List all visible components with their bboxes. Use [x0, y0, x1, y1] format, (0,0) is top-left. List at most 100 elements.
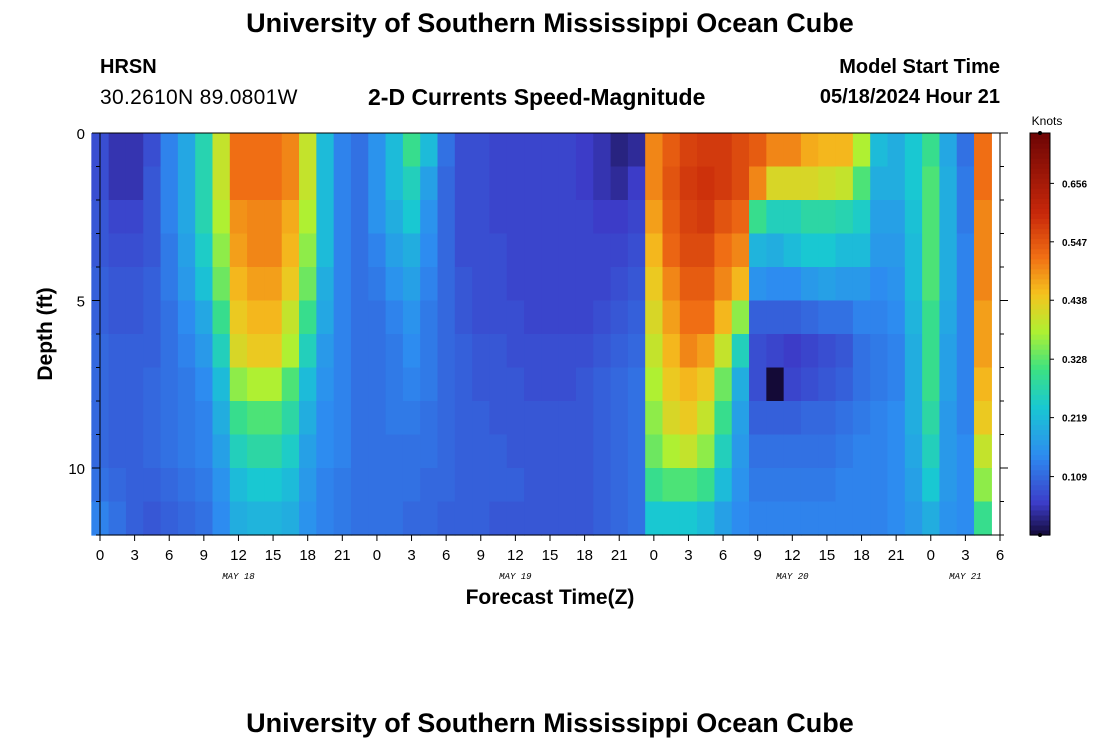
- heatmap-cell: [593, 401, 612, 436]
- x-tick-label: 9: [200, 547, 208, 564]
- heatmap-cell: [835, 401, 854, 436]
- heatmap-cell: [160, 233, 179, 268]
- colorbar-segment: [1030, 313, 1050, 320]
- x-date-label: MAY 18: [222, 572, 255, 582]
- heatmap-cell: [887, 300, 906, 335]
- heatmap-cell: [299, 401, 317, 436]
- heatmap-cell: [662, 300, 681, 335]
- heatmap-cell: [264, 434, 283, 469]
- heatmap-cell: [247, 300, 266, 335]
- heatmap-cell: [281, 200, 300, 235]
- heatmap-cell: [108, 468, 127, 503]
- colorbar-segment: [1030, 454, 1050, 461]
- heatmap-cell: [177, 200, 196, 235]
- heatmap-cell: [195, 367, 214, 402]
- heatmap-cell: [679, 434, 698, 469]
- heatmap-cell: [125, 367, 144, 402]
- heatmap-cell: [904, 200, 923, 235]
- heatmap-cell: [870, 267, 889, 302]
- colorbar-segment: [1030, 258, 1050, 265]
- heatmap-cell: [437, 367, 456, 402]
- heatmap-cell: [143, 233, 162, 268]
- heatmap-cell: [489, 401, 508, 436]
- heatmap-cell: [350, 468, 369, 503]
- heatmap-cell: [264, 233, 283, 268]
- heatmap-cell: [904, 501, 923, 536]
- heatmap-cell: [160, 300, 179, 335]
- heatmap-cell: [662, 401, 681, 436]
- colorbar-segment: [1030, 208, 1050, 214]
- heatmap-cell: [852, 401, 871, 436]
- heatmap-cell: [800, 233, 819, 268]
- x-tick-label: 0: [650, 547, 658, 564]
- colorbar-segment: [1030, 268, 1050, 275]
- colorbar-segment: [1030, 494, 1050, 501]
- heatmap-cell: [333, 468, 352, 503]
- heatmap-cell: [800, 434, 819, 469]
- heatmap-cell: [385, 300, 404, 335]
- heatmap-cell: [247, 166, 266, 201]
- heatmap-cell: [350, 267, 369, 302]
- heatmap-cell: [385, 166, 404, 201]
- colorbar-segment: [1030, 198, 1050, 204]
- heatmap-cell: [212, 233, 231, 268]
- heatmap-cell: [575, 166, 594, 201]
- heatmap-cell: [143, 300, 162, 335]
- heatmap-cell: [160, 401, 179, 436]
- colorbar-segment: [1030, 253, 1050, 260]
- heatmap-cell: [800, 200, 819, 235]
- heatmap-cell: [333, 501, 352, 536]
- heatmap-cell: [454, 233, 473, 268]
- heatmap-cell: [541, 434, 560, 469]
- heatmap-cell: [212, 300, 231, 335]
- heatmap-cell: [160, 434, 179, 469]
- heatmap-cell: [645, 300, 664, 335]
- heatmap-cell: [818, 166, 837, 201]
- heatmap-cell: [714, 267, 733, 302]
- colorbar-segment: [1030, 318, 1050, 325]
- heatmap-cell: [160, 367, 179, 402]
- heatmap-cell: [524, 501, 542, 536]
- colorbar-segment: [1030, 379, 1050, 385]
- heatmap-cell: [108, 334, 127, 369]
- heatmap-cell: [610, 401, 629, 436]
- heatmap-cell: [627, 166, 646, 201]
- heatmap-cell: [350, 401, 369, 436]
- x-tick-label: 18: [299, 547, 316, 564]
- heatmap-cell: [766, 233, 785, 268]
- heatmap-cell: [922, 334, 941, 369]
- heatmap-cell: [299, 166, 317, 201]
- heatmap-cell: [247, 501, 266, 536]
- x-tick-label: 6: [719, 547, 727, 564]
- heatmap-cell: [974, 434, 992, 469]
- heatmap-cell: [299, 468, 317, 503]
- colorbar-segment: [1030, 369, 1050, 375]
- heatmap-cell: [714, 166, 733, 201]
- heatmap-cell: [541, 468, 560, 503]
- heatmap-cell: [368, 468, 387, 503]
- heatmap-cell: [524, 133, 542, 168]
- heatmap-cell: [229, 434, 248, 469]
- heatmap-cell: [922, 468, 941, 503]
- heatmap-cell: [887, 401, 906, 436]
- heatmap-cell: [472, 434, 491, 469]
- heatmap-cell: [783, 200, 802, 235]
- x-axis: 0 3 6 9 12 15 18 21 0 3 6 9 12 15 18 21 0 3 6 9 12 15 18 21 0 3 6 M…: [96, 535, 1004, 582]
- heatmap-cell: [818, 334, 837, 369]
- y-tick-label: 10: [68, 461, 85, 478]
- heatmap-cell: [679, 133, 698, 168]
- heatmap-cell: [783, 468, 802, 503]
- heatmap-cell: [558, 468, 577, 503]
- heatmap-cell: [229, 300, 248, 335]
- heatmap-cell: [835, 367, 854, 402]
- heatmap-cell: [818, 133, 837, 168]
- heatmap-cell: [818, 233, 837, 268]
- heatmap-cell: [125, 133, 144, 168]
- heatmap-cell: [697, 133, 716, 168]
- heatmap-cell: [472, 300, 491, 335]
- colorbar-segment: [1030, 484, 1050, 491]
- heatmap-cell: [333, 367, 352, 402]
- colorbar-segment: [1030, 283, 1050, 290]
- heatmap-cell: [316, 133, 335, 168]
- colorbar-tick-label: 0.328: [1062, 355, 1087, 366]
